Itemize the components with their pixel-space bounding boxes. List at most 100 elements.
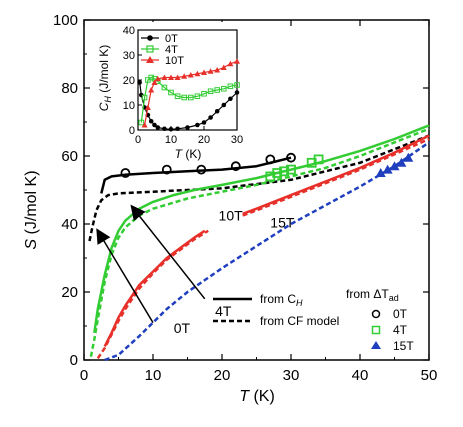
marker-4t-point [313,154,324,165]
inset-legend-4t-label: 4T [165,44,178,56]
inset-series-10t-point [144,104,151,110]
inset-legend-0t-label: 0T [165,33,178,45]
legend-marker-title: from ΔTad [346,287,399,303]
marker-15t-point [382,164,393,174]
inset-series-0t-point [221,102,227,108]
inset-series-4t-point [141,94,148,101]
marker-4t-point [272,168,283,178]
inset-x-tick-label: 0 [135,134,141,146]
legend-from-ch-label: from CH [260,292,303,308]
inset-series-4t-point [168,89,174,96]
field-label-4t: 4T [215,303,232,319]
marker-15t-point [403,152,414,162]
legend-marker-0t-label: 0T [393,307,408,321]
y-tick-label: 40 [61,216,78,233]
legend-marker-4t-label: 4T [393,323,408,337]
inset-series-10t-point [187,72,194,78]
series-15t-cf-model-line [104,141,430,362]
inset-series-0t-point [137,80,142,85]
legend-cf-model-label: from CF model [260,314,339,328]
main-plot-annotations: 0T 4T 10T 15T [96,204,295,336]
inset-series-4t-point [227,83,234,90]
inset-series-4t-point [181,94,187,101]
inset-series-0t-point [155,125,161,130]
inset-series-4t-point [188,94,194,101]
marker-0t-point [265,154,276,165]
arrow-0t [96,228,154,323]
series-10t-cf-model-line [242,137,430,217]
inset-series-10t-point [214,67,221,73]
marker-4t-point [279,166,290,177]
inset-legend-4t-marker [146,45,154,53]
inset-legend-10t-label: 10T [165,55,184,67]
inset-series-0t-point [175,126,180,132]
inset-series-10t-point [201,69,207,75]
arrow-4t [130,204,206,300]
series-4t-cf-model-line [89,127,430,357]
inset-x-tick-label: 10 [165,134,177,146]
inset-series-4t-point [174,93,181,100]
main-plot-series [88,124,430,362]
inset-series-10t-point [194,70,201,77]
inset-series-0t-point [195,122,200,128]
inset-series-10t-point [234,58,240,64]
field-label-15t: 15T [270,214,295,230]
inset-series-4t-point [221,85,227,92]
inset-series-10t-point [141,122,148,128]
x-tick-label: 50 [421,367,438,384]
y-tick-label: 80 [61,80,78,97]
inset-legend: 0T 4T 10T [141,33,184,67]
x-tick-label: 40 [352,367,369,384]
inset-series-10t-point [161,74,168,80]
inset-series-10t-point [154,75,161,82]
inset-legend-0t-marker [147,35,153,41]
marker-0t-point [286,152,296,163]
series-10t-cf-model-line [96,229,209,360]
main-plot-markers [120,152,414,182]
legend-marker-0t-circle [371,309,381,319]
inset-x-axis-label: T (K) [175,147,202,161]
inset-series-4t-point [138,119,145,126]
marker-0t-point [230,161,241,172]
series-0t-cf-model-line [88,134,430,242]
inset-x-tick-label: 30 [231,134,243,146]
inset-series-10t-point [207,68,214,74]
inset-x-tick-label: 20 [198,134,210,146]
inset-series-4t-point [207,88,214,95]
inset-axis-ticks: 0 10 20 30 0 10 20 30 40 [123,25,243,146]
inset-y-tick-label: 30 [123,50,135,62]
y-tick-label: 60 [61,148,78,165]
y-tick-label: 0 [70,352,78,369]
marker-4t-point [286,164,296,175]
marker-15t-point [375,168,386,177]
inset-y-tick-label: 10 [123,100,135,112]
inset-series-4t-point [194,93,201,100]
inset-series-4t-point [234,82,240,88]
series-10t-ch-line [242,134,430,215]
inset-series-10t-point [168,74,174,80]
inset-series-0t-point [185,125,190,130]
main-y-axis-label: S (J/mol K) [23,170,40,249]
inset-series-4t-point [201,90,207,97]
inset-y-tick-label: 40 [123,25,135,37]
inset-y-axis-label: CH (J/mol K) [97,45,113,112]
y-tick-label: 20 [61,284,78,301]
inset-series-10t-point [151,79,158,85]
inset-legend-10t-marker [146,56,154,63]
marker-0t-point [161,164,172,175]
inset-series-0t-point [234,90,240,95]
legend-marker-15t-triangle [371,341,381,349]
marker-0t-point [196,164,207,175]
inset-series-0t-point [148,118,154,124]
series-10t-ch-line [103,229,206,347]
marker-15t-point [389,161,400,171]
inset-series-4t-point [214,87,220,93]
legend-marker-4t-square [371,325,381,335]
field-label-0t: 0T [174,320,191,336]
x-tick-label: 30 [283,367,300,384]
inset-y-tick-label: 0 [129,125,135,137]
inset-series-0t-point [208,115,213,120]
inset-series-0t-point [152,122,157,128]
